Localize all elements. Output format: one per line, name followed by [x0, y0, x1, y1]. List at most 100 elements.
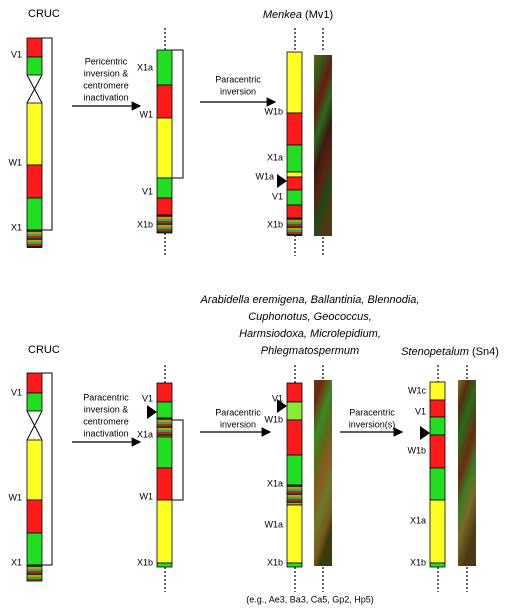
ancestor-label: CRUC: [28, 344, 60, 356]
step-text: Pericentric: [85, 56, 128, 66]
label: X1b: [267, 219, 283, 229]
band: [27, 232, 42, 234]
band: [287, 499, 302, 501]
band: [157, 217, 172, 219]
label: W1c: [408, 385, 427, 395]
band: [27, 567, 42, 569]
genus: Menkea: [263, 9, 302, 21]
photo-strip: [458, 380, 476, 566]
segment: [287, 383, 302, 402]
segment: [430, 435, 445, 468]
band: [27, 569, 42, 571]
label: X1b: [267, 557, 283, 567]
band: [27, 234, 42, 236]
bracket: [172, 420, 183, 500]
step-text: inversion: [220, 419, 256, 429]
segment: [27, 533, 42, 565]
label: W1: [140, 109, 154, 119]
segment: [157, 178, 172, 198]
segment: [287, 505, 302, 563]
segment: [287, 177, 302, 190]
examples-note: (e.g., Ae3, Ba3, Ca5, Gp2, Hp5): [246, 594, 374, 604]
step-text: inactivation: [83, 92, 128, 102]
band: [157, 420, 172, 422]
band: [287, 493, 302, 495]
genus: Stenopetalum: [401, 346, 469, 358]
segment: [27, 198, 42, 230]
label: W1: [9, 157, 23, 167]
band: [157, 223, 172, 225]
band: [157, 422, 172, 424]
segment: [157, 50, 172, 85]
segment: [157, 500, 172, 563]
band: [157, 430, 172, 432]
segment: [27, 38, 42, 57]
segment: [287, 563, 302, 567]
label: V1: [272, 191, 283, 201]
band: [287, 491, 302, 493]
band: [157, 432, 172, 434]
segment: [287, 145, 302, 172]
genera-text: Arabidella eremigena, Ballantinia, Blenn…: [200, 294, 420, 306]
band: [157, 227, 172, 229]
label: V1: [415, 406, 426, 416]
segment: [430, 400, 445, 417]
label: V1: [142, 186, 153, 196]
label: X1b: [137, 219, 153, 229]
segment: [157, 402, 172, 418]
band: [27, 575, 42, 577]
segment: [287, 205, 302, 218]
photo-strip: [314, 55, 332, 236]
label: X1: [11, 557, 22, 567]
step-text: inactivation: [83, 428, 128, 438]
label: W1a: [264, 519, 283, 529]
segment: [287, 190, 302, 205]
centromere: [27, 75, 42, 103]
label: V1: [11, 49, 22, 59]
step-text: Paracentric: [215, 74, 261, 84]
label: X1a: [410, 515, 426, 525]
segment: [287, 113, 302, 145]
segment: [27, 165, 42, 198]
label: W1b: [264, 414, 283, 424]
segment: [430, 417, 445, 435]
photo-strip: [314, 380, 332, 566]
step-text: Paracentric: [83, 392, 129, 402]
genera-text: Phlegmatospermum: [261, 345, 359, 357]
label: W1: [9, 492, 23, 502]
band: [157, 434, 172, 436]
segment: [27, 500, 42, 533]
step-text: inversion: [220, 86, 256, 96]
pointer: [420, 426, 430, 440]
segment: [157, 383, 172, 402]
step-text: inversion(s): [349, 419, 396, 429]
label: X1a: [267, 478, 283, 488]
band: [287, 501, 302, 503]
band: [287, 495, 302, 497]
species-title: Stenopetalum (Sn4): [401, 346, 499, 358]
band: [287, 497, 302, 499]
label: X1b: [410, 557, 426, 567]
band: [157, 428, 172, 430]
band: [287, 230, 302, 232]
segment: [27, 103, 42, 165]
label: V1: [11, 387, 22, 397]
segment: [287, 402, 302, 420]
segment: [157, 118, 172, 178]
band: [27, 242, 42, 244]
segment: [430, 382, 445, 400]
band: [287, 224, 302, 226]
band: [287, 220, 302, 222]
segment: [157, 85, 172, 118]
segment: [287, 172, 302, 177]
band: [27, 244, 42, 246]
band: [157, 426, 172, 428]
ancestor-label: CRUC: [28, 8, 60, 20]
step-text: Paracentric: [215, 407, 261, 417]
band: [27, 577, 42, 579]
segment: [27, 440, 42, 500]
segment: [287, 455, 302, 485]
band: [27, 236, 42, 238]
band: [287, 226, 302, 228]
genera-text: Cuphonotus, Geococcus,: [248, 311, 372, 323]
